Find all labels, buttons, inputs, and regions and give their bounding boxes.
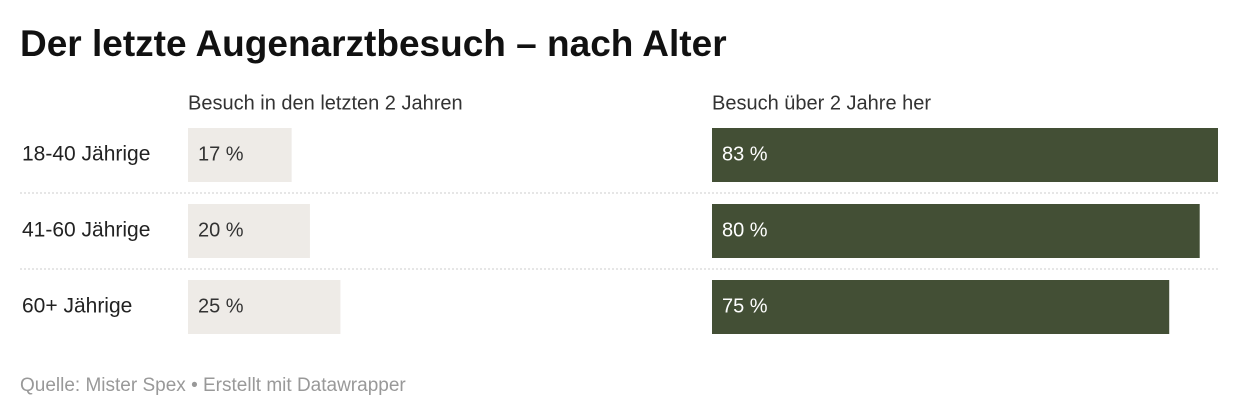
column-header: Besuch in den letzten 2 Jahren [188,92,463,114]
value-label: 17 % [198,143,244,165]
value-label: 25 % [198,295,244,317]
bar [188,280,341,334]
value-label: 20 % [198,219,244,241]
value-label: 75 % [722,295,768,317]
value-label: 83 % [722,143,768,165]
bar [712,128,1218,182]
bar [188,204,310,258]
row-label: 18-40 Jährige [22,143,150,166]
chart-title: Der letzte Augenarztbesuch – nach Alter [20,23,727,64]
row-label: 60+ Jährige [22,295,132,318]
column-header: Besuch über 2 Jahre her [712,92,931,114]
bar [712,280,1170,334]
source: Quelle: Mister Spex • Erstellt mit Dataw… [20,375,406,396]
row-label: 41-60 Jährige [22,219,150,242]
bar [188,128,292,182]
bar [712,204,1200,258]
value-label: 80 % [722,219,768,241]
